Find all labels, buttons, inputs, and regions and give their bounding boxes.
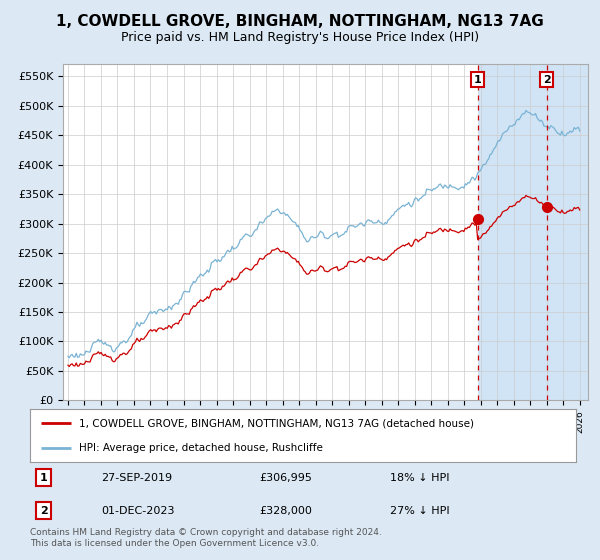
Text: £328,000: £328,000 xyxy=(259,506,312,516)
Bar xyxy=(478,64,588,400)
Text: Contains HM Land Registry data © Crown copyright and database right 2024.
This d: Contains HM Land Registry data © Crown c… xyxy=(30,528,382,548)
Text: 18% ↓ HPI: 18% ↓ HPI xyxy=(391,473,450,483)
Text: 2: 2 xyxy=(543,74,551,85)
Text: £306,995: £306,995 xyxy=(259,473,312,483)
Text: 1: 1 xyxy=(474,74,482,85)
Text: HPI: Average price, detached house, Rushcliffe: HPI: Average price, detached house, Rush… xyxy=(79,442,323,452)
Text: 2: 2 xyxy=(40,506,47,516)
Text: 27-SEP-2019: 27-SEP-2019 xyxy=(101,473,172,483)
Text: 1, COWDELL GROVE, BINGHAM, NOTTINGHAM, NG13 7AG (detached house): 1, COWDELL GROVE, BINGHAM, NOTTINGHAM, N… xyxy=(79,418,474,428)
Text: 1, COWDELL GROVE, BINGHAM, NOTTINGHAM, NG13 7AG: 1, COWDELL GROVE, BINGHAM, NOTTINGHAM, N… xyxy=(56,14,544,29)
Text: 01-DEC-2023: 01-DEC-2023 xyxy=(101,506,175,516)
Text: 1: 1 xyxy=(40,473,47,483)
Text: Price paid vs. HM Land Registry's House Price Index (HPI): Price paid vs. HM Land Registry's House … xyxy=(121,31,479,44)
Text: 27% ↓ HPI: 27% ↓ HPI xyxy=(391,506,450,516)
